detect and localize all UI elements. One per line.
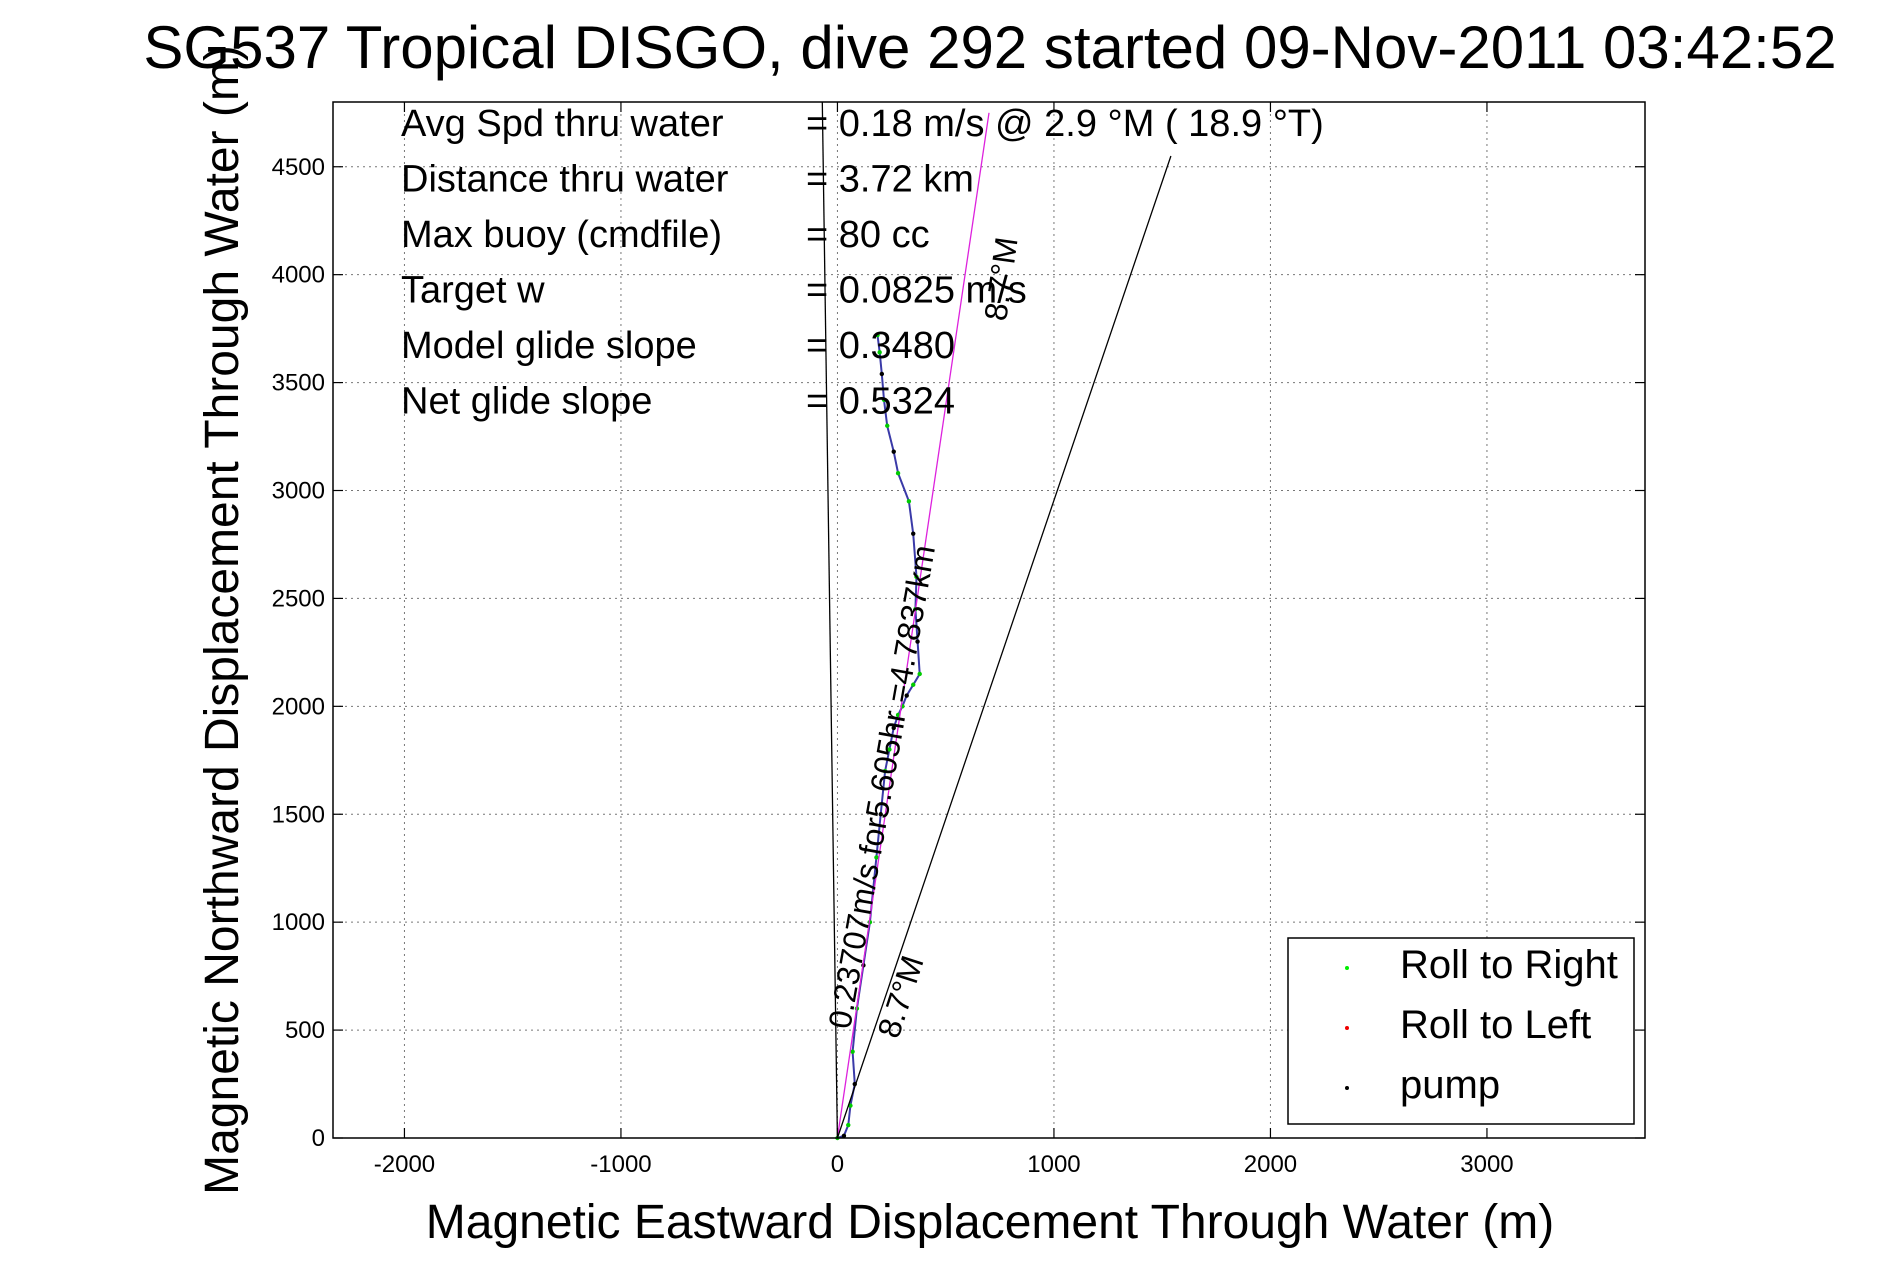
y-tick-label: 4500 xyxy=(272,154,325,181)
heading-bottom-annotation: 8.7°M xyxy=(870,951,930,1042)
x-ticks: -2000 -1000 0 1000 2000 3000 xyxy=(374,102,1514,1178)
track-point xyxy=(846,1122,851,1128)
info-value: = 0.5324 xyxy=(806,381,955,423)
series-layer xyxy=(821,101,1172,1141)
y-tick-label: 3000 xyxy=(272,478,325,505)
info-label: Max buoy (cmdfile) xyxy=(401,214,722,256)
x-tick-label: 1000 xyxy=(1027,1151,1080,1178)
reference-line-line-3 xyxy=(821,101,839,1139)
legend-marker xyxy=(1345,1086,1349,1090)
track-point xyxy=(917,671,922,677)
x-tick-label: 0 xyxy=(831,1151,844,1178)
legend-entry: Roll to Right xyxy=(1400,943,1618,987)
y-axis-label: Magnetic Northward Displacement Through … xyxy=(196,45,249,1195)
track-point xyxy=(887,747,892,752)
track-point xyxy=(881,397,887,403)
track-point xyxy=(895,471,901,476)
track-point xyxy=(878,812,883,817)
track-point xyxy=(911,531,916,536)
y-tick-label: 1500 xyxy=(272,801,325,828)
heading-line-line-1 xyxy=(836,112,990,1139)
track-point xyxy=(882,768,888,774)
track-point xyxy=(915,639,920,644)
track-point xyxy=(906,499,912,504)
legend-marker xyxy=(1345,1026,1349,1030)
track-point xyxy=(904,693,909,698)
track-point xyxy=(841,1133,847,1139)
x-tick-label: -1000 xyxy=(590,1151,651,1178)
track-annotation: 0.23707m/s for5.605hr =4.7837km xyxy=(821,542,942,1031)
y-tick-label: 3500 xyxy=(272,370,325,397)
info-value: = 0.18 m/s @ 2.9 °M ( 18.9 °T) xyxy=(806,103,1324,145)
y-tick-label: 1000 xyxy=(272,909,325,936)
info-label: Net glide slope xyxy=(401,381,652,423)
legend: Roll to Right Roll to Left pump xyxy=(1287,937,1635,1125)
info-block: Avg Spd thru water = 0.18 m/s @ 2.9 °M ( … xyxy=(401,103,1324,423)
chart-title: SG537 Tropical DISGO, dive 292 started 0… xyxy=(143,14,1836,81)
y-tick-label: 500 xyxy=(285,1017,325,1044)
track-point xyxy=(891,725,896,731)
info-value: = 0.0825 m/s xyxy=(806,270,1027,312)
plot-frame xyxy=(332,101,1646,1139)
y-tick-label: 2500 xyxy=(272,585,325,612)
legend-entry: pump xyxy=(1400,1063,1500,1107)
track-point xyxy=(879,371,885,377)
info-label: Avg Spd thru water xyxy=(401,103,724,145)
y-tick-label: 4000 xyxy=(272,262,325,289)
info-value: = 0.3480 xyxy=(806,325,955,367)
y-ticks: 0 500 1000 1500 2000 2500 3000 3500 4000 4500 xyxy=(272,154,1645,1152)
track-point xyxy=(877,350,882,355)
info-label: Distance thru water xyxy=(401,159,729,201)
info-label: Target w xyxy=(401,270,545,312)
x-axis-label: Magnetic Eastward Displacement Through W… xyxy=(426,1196,1554,1249)
track-point xyxy=(891,449,896,454)
track-point xyxy=(911,682,916,687)
track-point xyxy=(850,1049,855,1054)
track-point xyxy=(914,574,919,580)
y-tick-label: 2000 xyxy=(272,693,325,720)
info-value: = 3.72 km xyxy=(806,159,974,201)
y-tick-label: 0 xyxy=(312,1125,325,1152)
track-point xyxy=(875,332,880,338)
legend-marker xyxy=(1345,966,1349,970)
track-point xyxy=(874,855,879,860)
x-tick-label: 3000 xyxy=(1460,1151,1513,1178)
reference-line-line-2 xyxy=(836,155,1172,1139)
x-tick-label: -2000 xyxy=(374,1151,435,1178)
track-point xyxy=(885,423,890,428)
x-tick-label: 2000 xyxy=(1244,1151,1297,1178)
legend-entry: Roll to Left xyxy=(1400,1003,1591,1047)
info-label: Model glide slope xyxy=(401,325,697,367)
info-value: = 80 cc xyxy=(806,214,930,256)
